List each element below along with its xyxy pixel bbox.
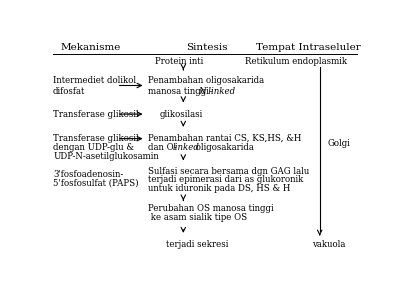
Text: Protein inti: Protein inti: [154, 57, 203, 66]
Text: 3'fosfoadenosin-: 3'fosfoadenosin-: [53, 170, 123, 179]
Text: untuk iduronik pada DS, HS & H: untuk iduronik pada DS, HS & H: [148, 184, 290, 193]
Text: Transferase glikosil: Transferase glikosil: [53, 110, 139, 119]
Text: N linked: N linked: [198, 87, 235, 96]
Text: manosa tinggi–: manosa tinggi–: [148, 87, 213, 96]
Text: Sulfasi secara bersama dgn GAG lalu: Sulfasi secara bersama dgn GAG lalu: [148, 166, 309, 175]
Text: dengan UDP-glu &: dengan UDP-glu &: [53, 143, 134, 152]
Text: Mekanisme: Mekanisme: [60, 43, 120, 52]
Text: difosfat: difosfat: [53, 87, 86, 96]
Text: terjadi epimerasi dari as glukoronik: terjadi epimerasi dari as glukoronik: [148, 175, 303, 184]
Text: linked: linked: [172, 143, 199, 152]
Text: dan O-: dan O-: [148, 143, 179, 152]
Text: 5'fosfosulfat (PAPS): 5'fosfosulfat (PAPS): [53, 179, 139, 188]
Text: Intermediet dolikol: Intermediet dolikol: [53, 76, 136, 85]
Text: UDP-N-asetilglukosamin: UDP-N-asetilglukosamin: [53, 152, 159, 161]
Text: Perubahan OS manosa tinggi: Perubahan OS manosa tinggi: [148, 204, 273, 213]
Text: Golgi: Golgi: [328, 139, 350, 148]
Text: Transferase glikosil: Transferase glikosil: [53, 134, 139, 143]
Text: Penambahan oligosakarida: Penambahan oligosakarida: [148, 76, 264, 85]
Text: vakuola: vakuola: [312, 240, 345, 249]
Text: oligosakarida: oligosakarida: [193, 143, 254, 152]
Text: Penambahan rantai CS, KS,HS, &H: Penambahan rantai CS, KS,HS, &H: [148, 134, 301, 143]
Text: Tempat Intraseluler: Tempat Intraseluler: [256, 43, 361, 52]
Text: ke asam sialik tipe OS: ke asam sialik tipe OS: [148, 213, 247, 222]
Text: terjadi sekresi: terjadi sekresi: [166, 240, 229, 249]
Text: Sintesis: Sintesis: [186, 43, 227, 52]
Text: Retikulum endoplasmik: Retikulum endoplasmik: [245, 57, 348, 66]
Text: glikosilasi: glikosilasi: [160, 110, 203, 119]
